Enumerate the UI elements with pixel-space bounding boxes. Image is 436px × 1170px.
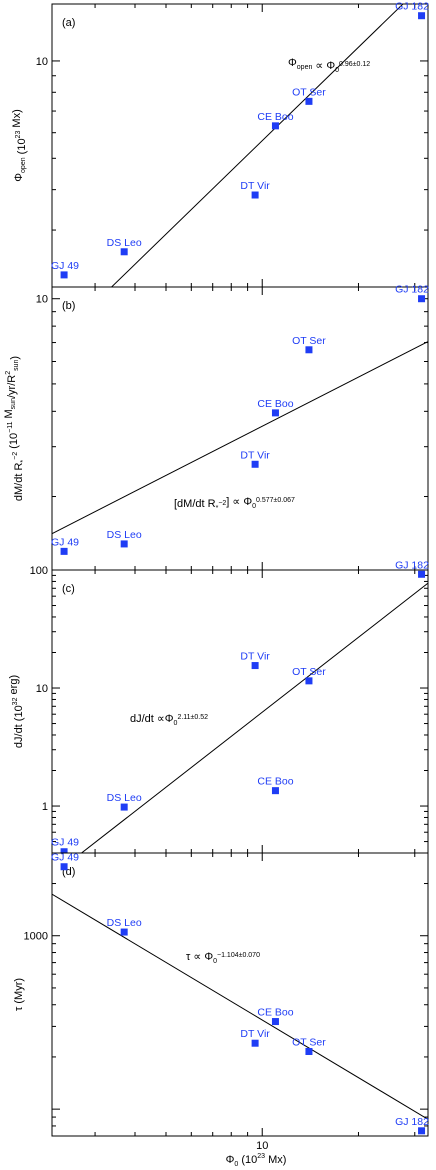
data-point — [60, 271, 68, 279]
data-point — [120, 540, 128, 548]
fit-equation: τ ∝ Φ0−1.104±0.070 — [186, 951, 260, 965]
y-tick-label: 10 — [36, 294, 48, 306]
data-point — [60, 547, 68, 555]
data-point — [418, 12, 426, 20]
y-tick-label: 100 — [30, 565, 48, 577]
data-point — [120, 248, 128, 256]
data-point — [305, 677, 313, 685]
data-point — [251, 662, 259, 670]
data-point — [60, 863, 68, 871]
y-tick-label: 1000 — [24, 931, 48, 943]
fit-equation: Φopen ∝ Φ00.96±0.12 — [288, 57, 370, 74]
data-point — [120, 803, 128, 811]
panel-label: (c) — [62, 583, 75, 595]
data-point — [418, 295, 426, 303]
plot-frame — [51, 286, 429, 571]
fit-equation: dJ/dt ∝Φ02.11±0.52 — [130, 713, 208, 727]
data-point-label: GJ 182 — [395, 559, 429, 571]
data-point — [60, 848, 68, 853]
data-point — [120, 928, 128, 936]
data-point-label: GJ 182 — [395, 284, 429, 296]
data-point-label: OT Ser — [292, 86, 326, 98]
panel-c: 1 10 100 (c) dJ/dt (1032 erg) GJ 49 DS Leo DT V… — [8, 559, 429, 854]
data-point — [271, 409, 279, 417]
panel-b: 10 (b) dM/dt R*−2 (10−11 Msun/yr/R2sun) GJ … — [3, 284, 429, 571]
data-point-label: GJ 182 — [395, 1, 429, 13]
data-point-label: DS Leo — [107, 792, 142, 804]
data-point — [305, 97, 313, 105]
panel-label: (a) — [62, 17, 75, 29]
plot-frame — [51, 852, 429, 1137]
data-point — [418, 570, 426, 578]
data-point — [271, 1018, 279, 1026]
panel-a: 10 (a) Φopen (1023 Mx) GJ 49 DS Leo DT Vir CE … — [11, 1, 429, 288]
y-tick-label: 1 — [42, 801, 48, 813]
data-point — [418, 1127, 426, 1135]
data-point — [251, 460, 259, 468]
data-point-label: OT Ser — [292, 1036, 326, 1048]
fit-line — [52, 341, 428, 535]
y-tick-label: 10 — [36, 56, 48, 68]
data-point-label: CE Boo — [257, 1007, 293, 1019]
data-point-label: OT Ser — [292, 335, 326, 347]
y-axis-label: dJ/dt (1032 erg) — [8, 675, 25, 748]
panels-group: 10 (a) Φopen (1023 Mx) GJ 49 DS Leo DT Vir CE … — [3, 1, 429, 1152]
fit-line — [52, 893, 428, 1120]
data-point-label: DS Leo — [107, 529, 142, 541]
x-tick-label: 10 — [256, 1140, 268, 1152]
y-axis-label: τ (Myr) — [13, 978, 25, 1011]
data-point-label: GJ 49 — [51, 536, 79, 548]
data-point-label: CE Boo — [257, 776, 293, 788]
panel-label: (b) — [62, 300, 75, 312]
plot-frame — [51, 569, 429, 854]
data-point — [305, 346, 313, 354]
y-axis-label: dM/dt R*−2 (10−11 Msun/yr/R2sun) — [3, 356, 27, 501]
data-point-label: OT Ser — [292, 666, 326, 678]
y-axis-label: Φopen (1023 Mx) — [11, 109, 28, 182]
fit-line — [80, 582, 428, 853]
data-point — [251, 191, 259, 199]
data-point-label: DT Vir — [240, 449, 270, 461]
data-point-label: GJ 49 — [51, 260, 79, 272]
data-point-label: DT Vir — [240, 180, 270, 192]
data-point — [251, 1039, 259, 1047]
data-point-label: DS Leo — [107, 917, 142, 929]
data-point-label: DT Vir — [240, 651, 270, 663]
data-point-label: GJ 49 — [51, 852, 79, 864]
data-point — [305, 1047, 313, 1055]
fit-line — [110, 4, 404, 287]
data-point-label: GJ 49 — [51, 837, 79, 849]
data-point-label: DT Vir — [240, 1028, 270, 1040]
y-tick-label: 10 — [36, 683, 48, 695]
data-point-label: CE Boo — [257, 398, 293, 410]
data-point — [271, 122, 279, 130]
data-point — [271, 787, 279, 795]
data-point-label: DS Leo — [107, 237, 142, 249]
fit-equation: [dM/dt R*−2] ∝ Φ00.577±0.067 — [174, 496, 295, 512]
shared-x-axis-label: Φ0 (1023 Mx) — [226, 1153, 287, 1168]
data-point-label: GJ 182 — [395, 1116, 429, 1128]
data-point-label: CE Boo — [257, 111, 293, 123]
